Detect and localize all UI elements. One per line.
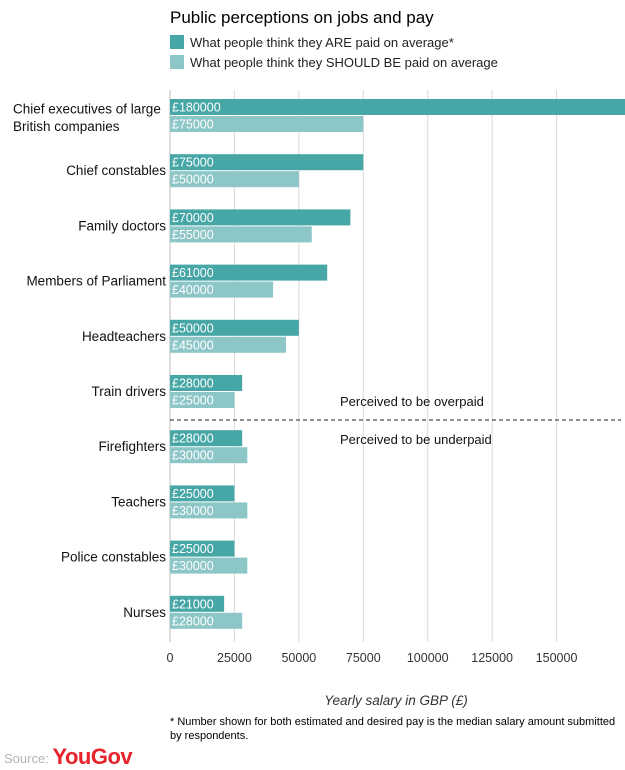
chart-title: Public perceptions on jobs and pay — [170, 8, 434, 27]
bar-value-label: £70000 — [172, 211, 214, 225]
bar — [170, 281, 274, 298]
category-label: Chief executives of large British compani… — [13, 102, 161, 135]
category-label: Nurses — [123, 605, 166, 620]
bar-value-label: £28000 — [172, 377, 214, 391]
bar-value-label: £61000 — [172, 266, 214, 280]
annotation-overpaid: Perceived to be overpaid — [340, 394, 484, 409]
x-axis-label: Yearly salary in GBP (£) — [324, 693, 468, 708]
bar-value-label: £45000 — [172, 338, 214, 352]
bar — [170, 612, 243, 629]
category-label: Teachers — [111, 494, 166, 509]
bar — [170, 99, 625, 115]
bar — [170, 336, 286, 353]
bar — [170, 485, 235, 502]
bar — [170, 557, 248, 574]
bar — [170, 319, 299, 336]
x-tick-label: 50000 — [281, 651, 316, 665]
category-label: Members of Parliament — [26, 274, 166, 289]
category-label: Train drivers — [91, 384, 166, 399]
bar — [170, 392, 235, 408]
bar-value-label: £25000 — [172, 542, 214, 556]
bar-value-label: £50000 — [172, 173, 214, 187]
bar — [170, 226, 312, 243]
source-label: Source: — [4, 751, 49, 766]
bar — [170, 540, 235, 557]
bar — [170, 447, 248, 464]
bar — [170, 171, 299, 188]
bar-value-label: £25000 — [172, 394, 214, 408]
bar — [170, 209, 351, 226]
category-labels: Chief executives of large British compani… — [13, 102, 166, 620]
bar — [170, 595, 225, 612]
category-label: Firefighters — [98, 439, 166, 454]
category-label: Police constables — [61, 550, 166, 565]
bar — [170, 502, 248, 519]
x-tick-label: 0 — [167, 651, 174, 665]
bar-value-label: £21000 — [172, 597, 214, 611]
legend-swatch-should-be-paid — [170, 55, 184, 69]
bar-value-label: £28000 — [172, 614, 214, 628]
x-tick-label: 150000 — [536, 651, 578, 665]
x-tick-label: 25000 — [217, 651, 252, 665]
bar-value-label: £25000 — [172, 487, 214, 501]
bar-value-label: £55000 — [172, 228, 214, 242]
bar-value-label: £180000 — [172, 101, 221, 115]
x-tick-label: 75000 — [346, 651, 381, 665]
bar-value-label: £28000 — [172, 432, 214, 446]
bar — [170, 375, 243, 391]
x-tick-labels: 0 25000 50000 75000 100000 125000 150000 — [167, 651, 578, 665]
category-label: Headteachers — [82, 329, 166, 344]
bar — [170, 264, 328, 281]
bar-value-label: £30000 — [172, 559, 214, 573]
x-tick-label: 125000 — [471, 651, 513, 665]
legend-swatch-are-paid — [170, 35, 184, 49]
yougov-logo: YouGov — [52, 744, 133, 769]
bar-value-label: £50000 — [172, 321, 214, 335]
bar — [170, 154, 364, 171]
bar-value-label: £40000 — [172, 283, 214, 297]
bars: £180000 £75000 £75000 £50000 £70000 £55000 £61… — [170, 99, 625, 629]
bar-value-label: £75000 — [172, 118, 214, 132]
bar-value-label: £75000 — [172, 156, 214, 170]
bar — [170, 430, 243, 447]
legend-label-are-paid: What people think they ARE paid on avera… — [190, 35, 454, 50]
x-tick-label: 100000 — [407, 651, 449, 665]
source-credit: Source: YouGov — [4, 744, 133, 770]
bar-value-label: £30000 — [172, 449, 214, 463]
footnote: * Number shown for both estimated and de… — [170, 716, 616, 742]
chart: Public perceptions on jobs and pay What … — [13, 8, 625, 708]
bar-value-label: £30000 — [172, 504, 214, 518]
legend-label-should-be-paid: What people think they SHOULD BE paid on… — [190, 55, 498, 70]
bar — [170, 116, 364, 132]
category-label: Family doctors — [78, 218, 166, 233]
annotation-underpaid: Perceived to be underpaid — [340, 432, 492, 447]
category-label: Chief constables — [66, 163, 166, 178]
